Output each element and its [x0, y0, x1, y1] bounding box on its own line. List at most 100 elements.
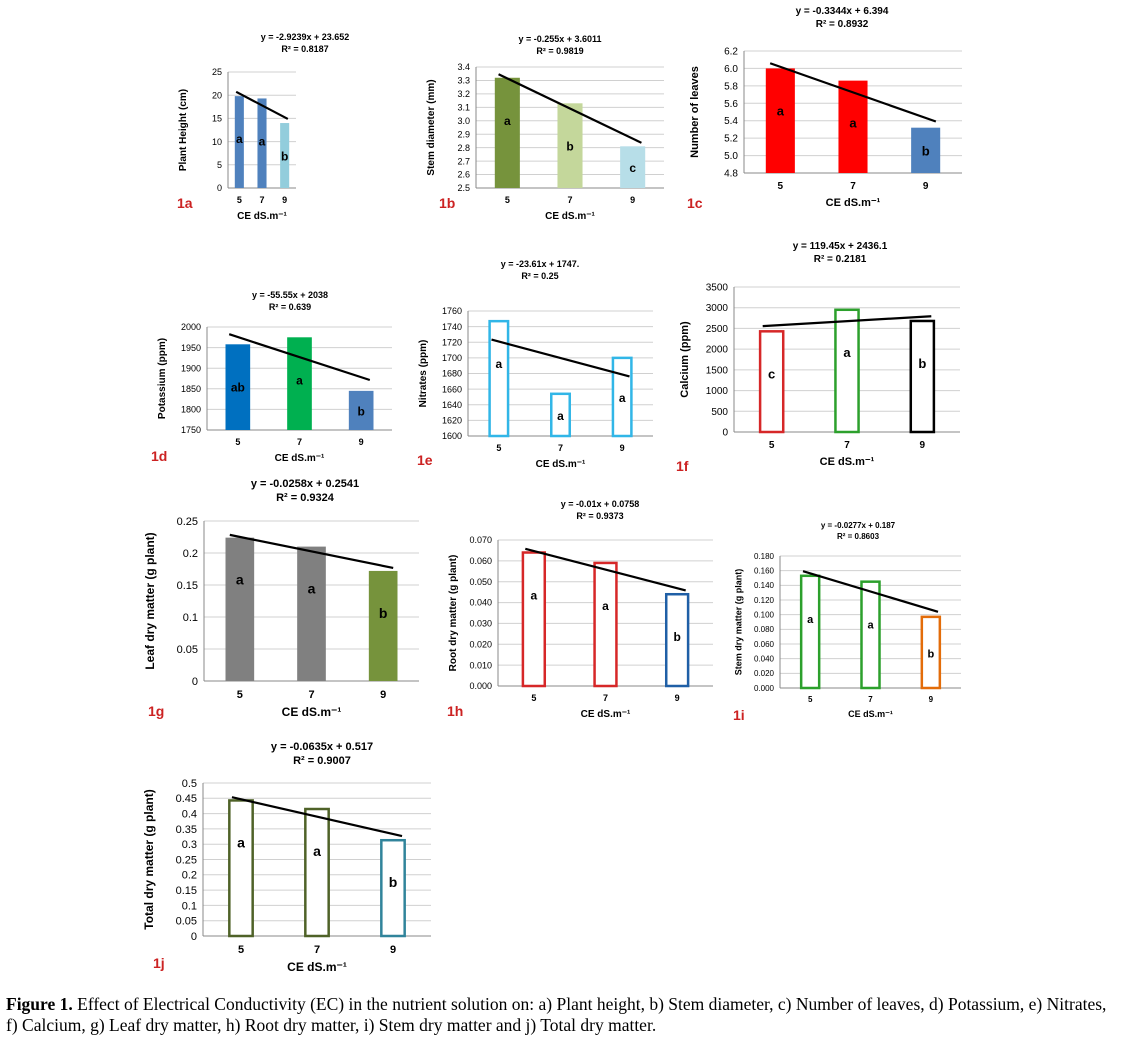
y-tick-label: 2.7 — [457, 156, 470, 166]
y-tick-label: 4.8 — [724, 169, 738, 180]
significance-letter: a — [308, 581, 316, 597]
y-tick-label: 2000 — [181, 322, 201, 332]
significance-letter: a — [259, 134, 266, 148]
trendline — [231, 796, 403, 838]
y-tick-label: 0.05 — [177, 644, 198, 656]
chart-panel-1e: 1600 1620 1640 1660 1680 1700 1720 1740 1760 5 a 7 a… — [417, 259, 653, 470]
y-tick-label: 3.4 — [457, 62, 470, 72]
y-tick-label: 1740 — [442, 322, 462, 332]
significance-letter: b — [357, 404, 364, 418]
r-squared: R² = 0.25 — [521, 271, 558, 281]
y-tick-label: 10 — [212, 137, 222, 147]
y-tick-label: 0.180 — [754, 552, 775, 561]
panel-label: 1c — [687, 195, 703, 211]
y-tick-label: 5.4 — [724, 116, 738, 127]
y-axis-title: Nitrates (ppm) — [418, 340, 429, 408]
trendline — [769, 62, 937, 123]
r-squared: R² = 0.9007 — [293, 755, 351, 767]
y-tick-label: 0.1 — [182, 900, 197, 912]
bar-9 — [368, 570, 398, 681]
y-tick-label: 3.2 — [457, 89, 470, 99]
bar-7 — [287, 337, 312, 430]
y-tick-label: 1760 — [442, 306, 462, 316]
y-tick-label: 1600 — [442, 431, 462, 441]
y-tick-label: 0 — [217, 183, 222, 193]
x-tick-label: 5 — [496, 443, 501, 453]
x-axis-title: CE dS.m⁻¹ — [820, 456, 875, 468]
y-tick-label: 6.0 — [724, 64, 738, 75]
r-squared: R² = 0.8932 — [816, 19, 869, 30]
bar-9 — [920, 615, 942, 690]
y-tick-label: 5.6 — [724, 99, 738, 110]
r-squared: R² = 0.8187 — [281, 44, 328, 54]
r-squared: R² = 0.8603 — [837, 532, 880, 541]
y-tick-label: 0.040 — [754, 654, 775, 663]
significance-letter: a — [619, 391, 626, 405]
y-axis-title: Stem dry matter (g plant) — [734, 569, 744, 676]
y-tick-label: 0.25 — [176, 854, 197, 866]
bar-9 — [664, 592, 690, 688]
significance-letter: a — [504, 114, 511, 128]
y-axis-title: Leaf dry matter (g plant) — [143, 532, 157, 669]
y-tick-label: 5.2 — [724, 134, 738, 145]
x-tick-label: 5 — [238, 944, 244, 956]
significance-letter: a — [236, 132, 243, 146]
y-tick-label: 3.1 — [457, 102, 470, 112]
bar-7 — [257, 98, 267, 188]
bar-5 — [225, 344, 251, 430]
trend-equation: y = -0.0635x + 0.517 — [271, 741, 373, 753]
x-axis-title: CE dS.m⁻¹ — [581, 709, 631, 720]
x-tick-label: 7 — [603, 693, 608, 703]
bar-9 — [911, 127, 941, 173]
chart-panel-1a: 0 5 10 15 20 25 5 a 7 a 9 b y = -2.9239x + 23.652 R² … — [177, 32, 349, 222]
x-axis-title: CE dS.m⁻¹ — [826, 197, 881, 209]
y-tick-label: 0.080 — [754, 625, 775, 634]
significance-letter: c — [768, 366, 775, 381]
x-axis-title: CE dS.m⁻¹ — [287, 960, 347, 974]
panel-label: 1h — [447, 703, 463, 719]
trend-equation: y = -2.9239x + 23.652 — [261, 32, 350, 42]
x-tick-label: 5 — [237, 689, 243, 701]
significance-letter: a — [602, 599, 609, 613]
x-tick-label: 9 — [620, 443, 625, 453]
bar-7 — [297, 546, 326, 681]
y-tick-label: 1750 — [181, 425, 201, 435]
bar-5 — [494, 77, 520, 188]
y-axis-title: Number of leaves — [689, 66, 701, 158]
r-squared: R² = 0.9819 — [536, 46, 583, 56]
significance-letter: a — [495, 357, 502, 371]
trendline — [498, 73, 642, 144]
x-tick-label: 5 — [808, 695, 813, 704]
significance-letter: a — [237, 834, 245, 850]
y-tick-label: 15 — [212, 114, 222, 124]
y-tick-label: 0.120 — [754, 596, 775, 605]
panel-label: 1e — [417, 452, 433, 468]
significance-letter: b — [281, 150, 288, 164]
y-tick-label: 0.000 — [469, 681, 492, 691]
x-tick-label: 9 — [920, 440, 926, 451]
y-tick-label: 1500 — [706, 365, 729, 376]
x-tick-label: 9 — [929, 695, 934, 704]
significance-letter: a — [849, 116, 857, 131]
trendline — [229, 533, 394, 569]
significance-letter: b — [673, 630, 680, 644]
x-tick-label: 5 — [237, 195, 242, 205]
y-tick-label: 1640 — [442, 400, 462, 410]
trend-equation: y = -0.255x + 3.6011 — [518, 34, 601, 44]
y-tick-label: 1680 — [442, 369, 462, 379]
y-tick-label: 0.030 — [469, 619, 492, 629]
y-tick-label: 0.15 — [176, 885, 197, 897]
bar-9 — [611, 356, 633, 438]
x-tick-label: 9 — [380, 689, 386, 701]
y-tick-label: 1900 — [181, 363, 201, 373]
r-squared: R² = 0.9373 — [576, 511, 623, 521]
significance-letter: b — [566, 139, 573, 153]
y-axis-title: Calcium (ppm) — [679, 321, 691, 398]
y-tick-label: 3.0 — [457, 116, 470, 126]
y-tick-label: 0.2 — [182, 870, 197, 882]
y-tick-label: 1700 — [442, 353, 462, 363]
y-axis-title: Total dry matter (g plant) — [142, 789, 156, 929]
y-tick-label: 500 — [711, 407, 728, 418]
significance-letter: b — [927, 648, 934, 660]
y-tick-label: 5 — [217, 160, 222, 170]
